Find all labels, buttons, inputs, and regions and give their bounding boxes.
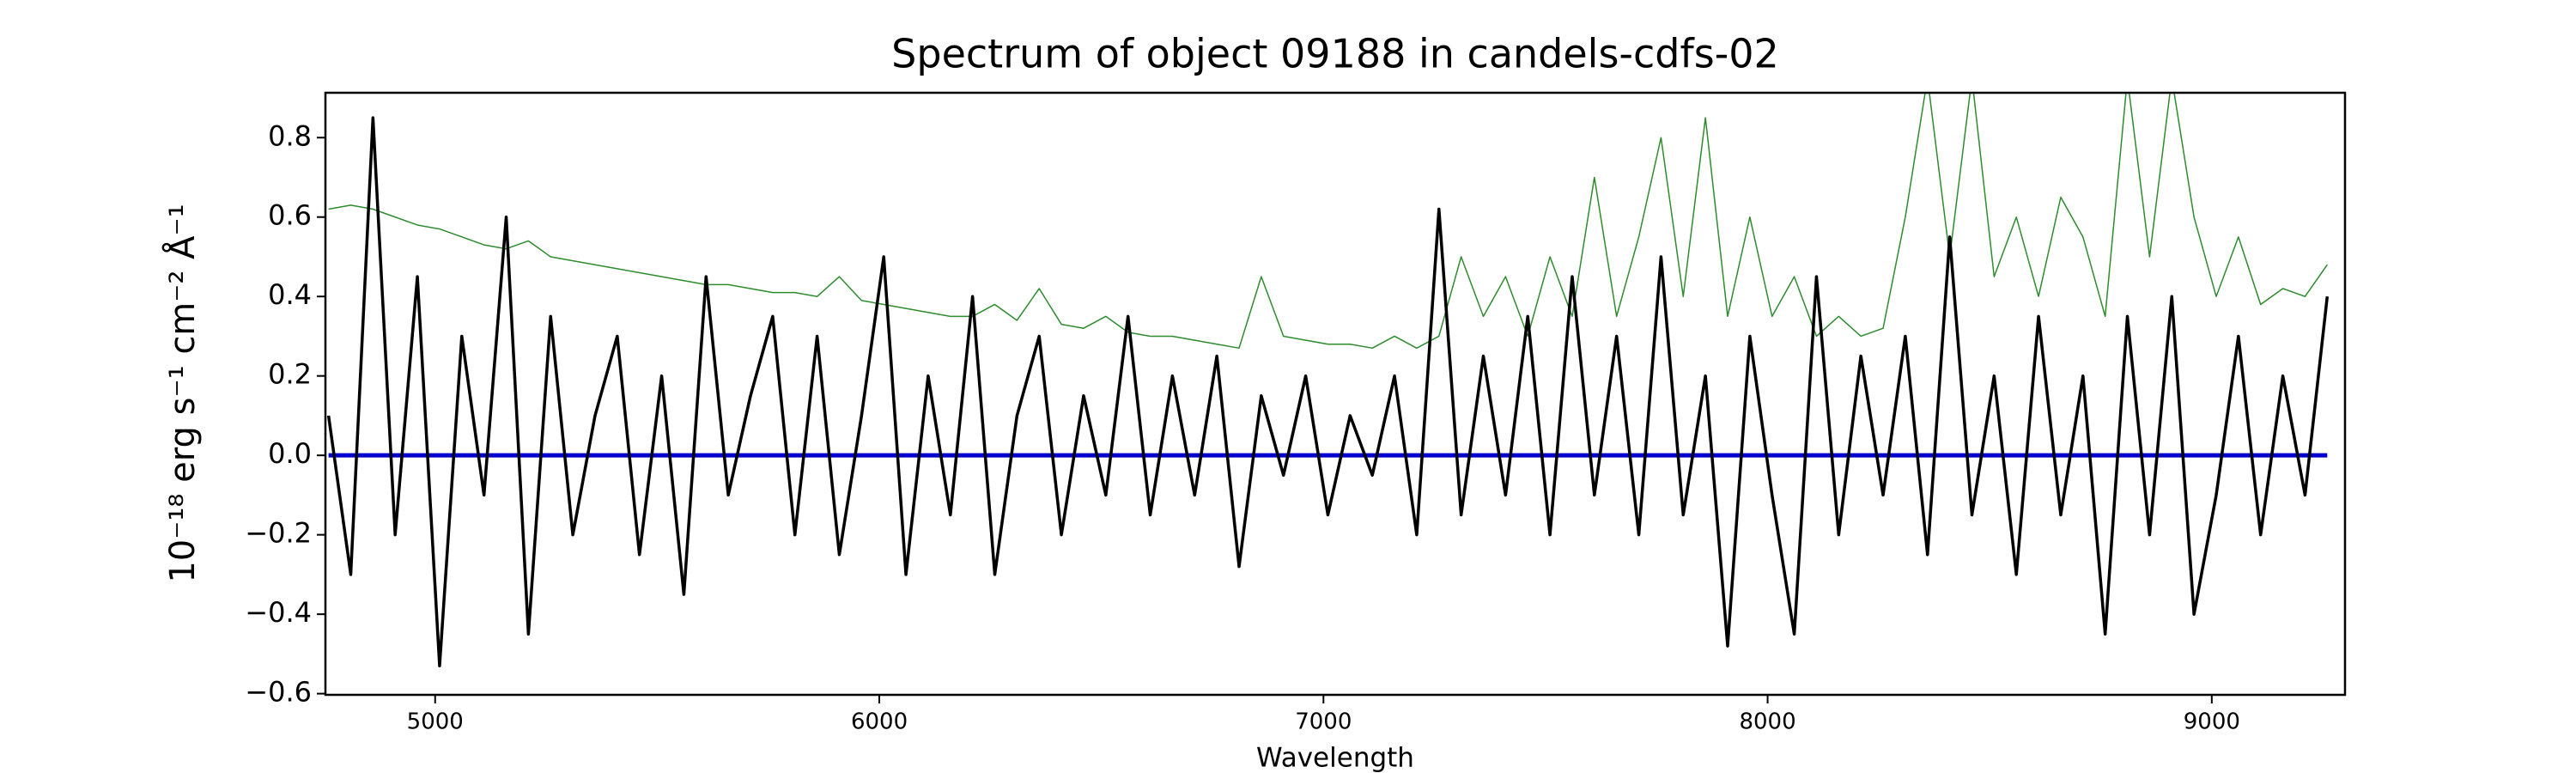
x-tick-label: 6000 xyxy=(851,709,908,735)
y-tick-label: 0.4 xyxy=(268,278,312,311)
y-tick-label: −0.2 xyxy=(245,517,312,550)
x-axis-label: Wavelength xyxy=(1256,743,1414,773)
y-tick-label: 0.0 xyxy=(268,437,312,470)
y-tick-label: −0.4 xyxy=(245,596,312,629)
y-tick-label: −0.6 xyxy=(245,676,312,709)
series-line xyxy=(328,93,2328,350)
series-line xyxy=(326,116,2330,667)
plot-area xyxy=(326,93,2330,667)
y-axis-label: 10⁻¹⁸ erg s⁻¹ cm⁻² Å⁻¹ xyxy=(161,204,203,582)
plot-frame xyxy=(324,91,2347,697)
x-tick-label: 5000 xyxy=(407,709,464,735)
chart-title: Spectrum of object 09188 in candels-cdfs… xyxy=(891,31,1779,77)
y-tick-label: 0.8 xyxy=(268,119,312,152)
y-tick-label: 0.6 xyxy=(268,199,312,232)
x-tick-label: 8000 xyxy=(1739,709,1795,735)
x-tick-label: 9000 xyxy=(2184,709,2240,735)
y-tick-label: 0.2 xyxy=(268,358,312,391)
x-tick-label: 7000 xyxy=(1295,709,1352,735)
